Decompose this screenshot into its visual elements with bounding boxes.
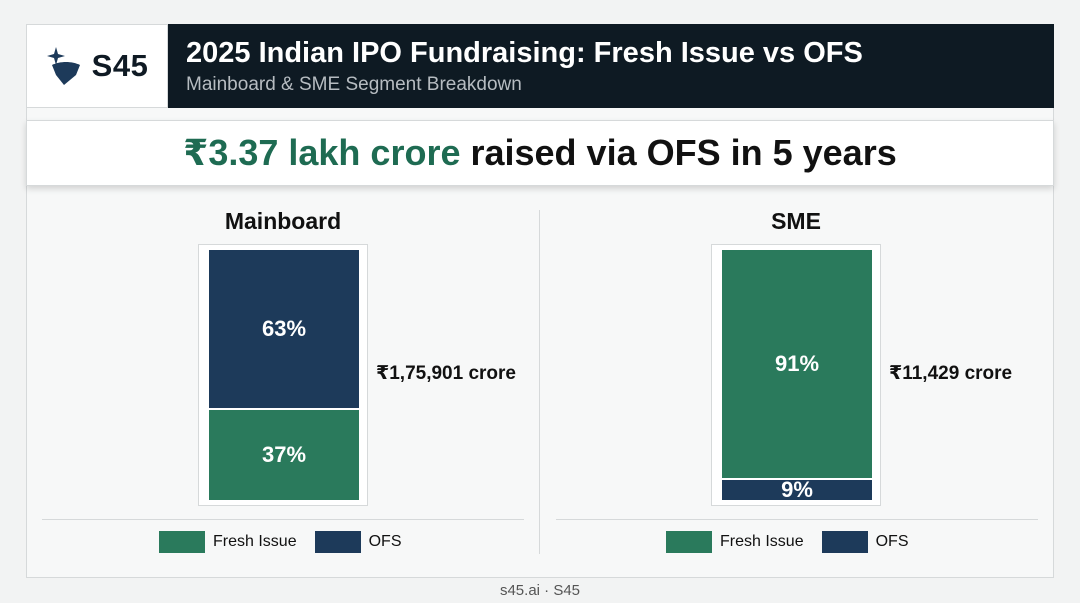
bar-segment-ofs: 63%	[209, 250, 359, 408]
sme-bar-frame: 9% 91%	[711, 244, 881, 506]
page-title: 2025 Indian IPO Fundraising: Fresh Issue…	[186, 37, 863, 69]
legend-label-ofs: OFS	[875, 533, 909, 550]
panel-divider	[539, 210, 540, 554]
legend-swatch-ofs	[821, 531, 868, 553]
star-shield-icon	[46, 47, 80, 85]
legend-label-fresh-issue: Fresh Issue	[720, 533, 804, 550]
bar-data-label: 91%	[774, 350, 820, 376]
footer: s45.ai · S45	[499, 582, 581, 599]
mainboard-title: Mainboard	[224, 208, 342, 234]
mainboard-legend: Fresh Issue OFS	[159, 531, 419, 553]
page-subtitle: Mainboard & SME Segment Breakdown	[186, 74, 522, 95]
sme-baseline	[556, 519, 1038, 520]
bar-data-label: 63%	[261, 315, 307, 341]
legend-swatch-fresh-issue	[666, 531, 712, 553]
mainboard-total: ₹1,75,901 crore	[376, 363, 516, 384]
legend-item-ofs: OFS	[821, 531, 909, 553]
sme-legend: Fresh Issue OFS	[666, 531, 926, 553]
mainboard-bar-stack: 37% 63%	[209, 250, 359, 500]
sme-bar-stack: 9% 91%	[722, 250, 872, 502]
headline-text: raised via OFS in 5 years	[470, 132, 897, 173]
bar-segment-fresh-issue: 91%	[722, 250, 872, 478]
mainboard-bar-frame: 37% 63%	[198, 244, 368, 506]
header: 2025 Indian IPO Fundraising: Fresh Issue…	[168, 24, 1054, 108]
bar-data-label: 9%	[781, 476, 813, 502]
legend-item-fresh-issue: Fresh Issue	[159, 531, 297, 553]
legend-item-fresh-issue: Fresh Issue	[666, 531, 804, 553]
bar-segment-fresh-issue: 37%	[209, 409, 359, 500]
logo-text: S45	[91, 48, 149, 83]
mainboard-baseline	[42, 519, 524, 520]
sme-total: ₹11,429 crore	[889, 363, 1013, 384]
headline-banner: ₹3.37 lakh crore raised via OFS in 5 yea…	[26, 120, 1054, 186]
legend-swatch-fresh-issue	[159, 531, 205, 553]
chart-card	[26, 24, 1054, 578]
legend-label-ofs: OFS	[368, 533, 402, 550]
logo: S45	[26, 24, 168, 108]
legend-swatch-ofs	[314, 531, 361, 553]
bar-segment-ofs: 9%	[722, 476, 872, 502]
sme-title: SME	[771, 208, 821, 234]
bar-data-label: 37%	[261, 441, 307, 467]
legend-label-fresh-issue: Fresh Issue	[213, 533, 297, 550]
headline-highlight: ₹3.37 lakh crore	[183, 132, 461, 173]
legend-item-ofs: OFS	[314, 531, 402, 553]
